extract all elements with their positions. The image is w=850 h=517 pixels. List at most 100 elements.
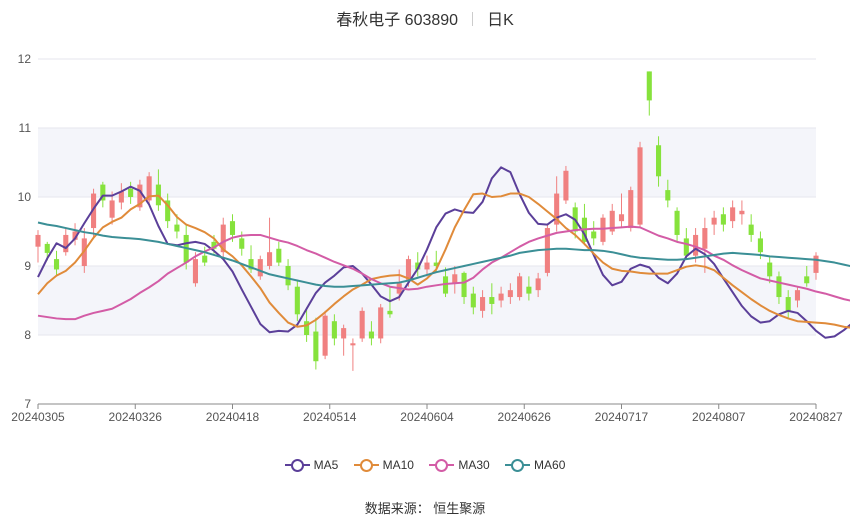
title-separator [472, 12, 474, 26]
candle-body [776, 276, 782, 298]
chart-legend: MA5 MA10 MA30 MA60 [0, 458, 850, 475]
candle-body [563, 170, 569, 201]
legend-label-ma30: MA30 [458, 458, 490, 472]
candle-body [470, 293, 476, 308]
candle-body [489, 297, 495, 304]
candle-body [118, 191, 124, 203]
candle-body [554, 193, 560, 225]
candle-body [424, 262, 430, 270]
legend-label-ma5: MA5 [313, 458, 339, 472]
legend-swatch-ma10 [353, 458, 379, 472]
candle-body [785, 297, 791, 311]
candle-body [748, 224, 754, 235]
candle-body [313, 331, 319, 362]
candle-body [350, 343, 356, 346]
candle-body [331, 321, 337, 339]
legend-label-ma10: MA10 [382, 458, 414, 472]
legend-item-ma60[interactable]: MA60 [505, 458, 565, 472]
y-tick-label: 7 [24, 397, 31, 411]
candle-body [202, 255, 208, 263]
candle-body [387, 310, 393, 315]
candle-body [146, 176, 152, 201]
candle-body [276, 248, 282, 263]
candle-body [720, 214, 726, 225]
candle-body [359, 310, 365, 339]
candle-body [415, 262, 421, 270]
candle-body [405, 259, 412, 280]
candle-body [804, 276, 810, 284]
chart-title: 春秋电子 603890 [336, 12, 459, 29]
candle-body [813, 255, 819, 273]
candle-body [128, 188, 134, 197]
x-tick-label: 20240626 [498, 410, 552, 424]
legend-label-ma60: MA60 [534, 458, 566, 472]
candle-body [656, 145, 662, 177]
candle-body [665, 190, 671, 201]
candle-body [517, 276, 523, 298]
candle-body [137, 184, 143, 208]
candle-body [461, 272, 467, 298]
grid-band [38, 335, 816, 404]
candle-body [628, 190, 634, 229]
x-tick-label: 20240514 [303, 410, 357, 424]
candle-body [674, 210, 680, 235]
legend-item-ma10[interactable]: MA10 [353, 458, 414, 472]
x-tick-label: 20240305 [11, 410, 65, 424]
x-tick-label: 20240827 [789, 410, 843, 424]
x-tick-label: 20240326 [109, 410, 163, 424]
candle-body [35, 234, 41, 247]
candle-body [600, 217, 606, 242]
grid-band [38, 128, 816, 197]
candle-body [757, 238, 763, 253]
candle-body [368, 331, 374, 339]
x-tick-label: 20240807 [692, 410, 746, 424]
x-tick-label: 20240604 [400, 410, 454, 424]
legend-swatch-ma60 [505, 458, 531, 472]
y-tick-label: 12 [18, 52, 32, 66]
series-line-ma60 [37, 221, 850, 288]
candle-body [229, 221, 236, 235]
period-label: 日K [487, 12, 514, 29]
candle-body [294, 286, 300, 315]
candle-body [591, 231, 597, 239]
candle-body [257, 259, 263, 277]
candle-body [739, 210, 745, 215]
candle-body [220, 224, 226, 253]
candle-body [211, 241, 217, 249]
candle-body [165, 200, 171, 222]
series-line-ma5 [37, 166, 850, 339]
legend-item-ma30[interactable]: MA30 [429, 458, 490, 472]
candle-body [442, 276, 449, 294]
x-tick-label: 20240717 [595, 410, 649, 424]
candle-body [285, 266, 291, 286]
data-source: 数据来源： 恒生聚源 [364, 501, 486, 516]
candle-body [637, 147, 643, 225]
candle-body [239, 238, 245, 249]
candle-body [702, 228, 708, 249]
chart-header: 春秋电子 603890 日K [0, 6, 850, 30]
candle-body [544, 228, 550, 273]
candle-body [378, 307, 384, 339]
candle-body [618, 214, 625, 222]
candle-body [646, 71, 652, 101]
candle-body [693, 234, 699, 256]
legend-swatch-ma5 [284, 458, 310, 472]
candle-body [72, 231, 78, 240]
grid-band [38, 59, 816, 128]
candle-body [248, 259, 254, 270]
candle-body [91, 193, 97, 229]
y-tick-label: 11 [19, 121, 32, 135]
candle-body [498, 293, 504, 301]
candle-body [192, 259, 198, 284]
y-tick-label: 9 [24, 259, 31, 273]
x-tick-label: 20240418 [206, 410, 260, 424]
legend-swatch-ma30 [429, 458, 455, 472]
candle-body [53, 259, 60, 270]
candle-body [507, 290, 513, 298]
legend-item-ma5[interactable]: MA5 [284, 458, 339, 472]
candle-body [267, 252, 273, 266]
candle-body [341, 328, 347, 339]
candle-body [322, 315, 328, 356]
candle-body [767, 262, 773, 277]
